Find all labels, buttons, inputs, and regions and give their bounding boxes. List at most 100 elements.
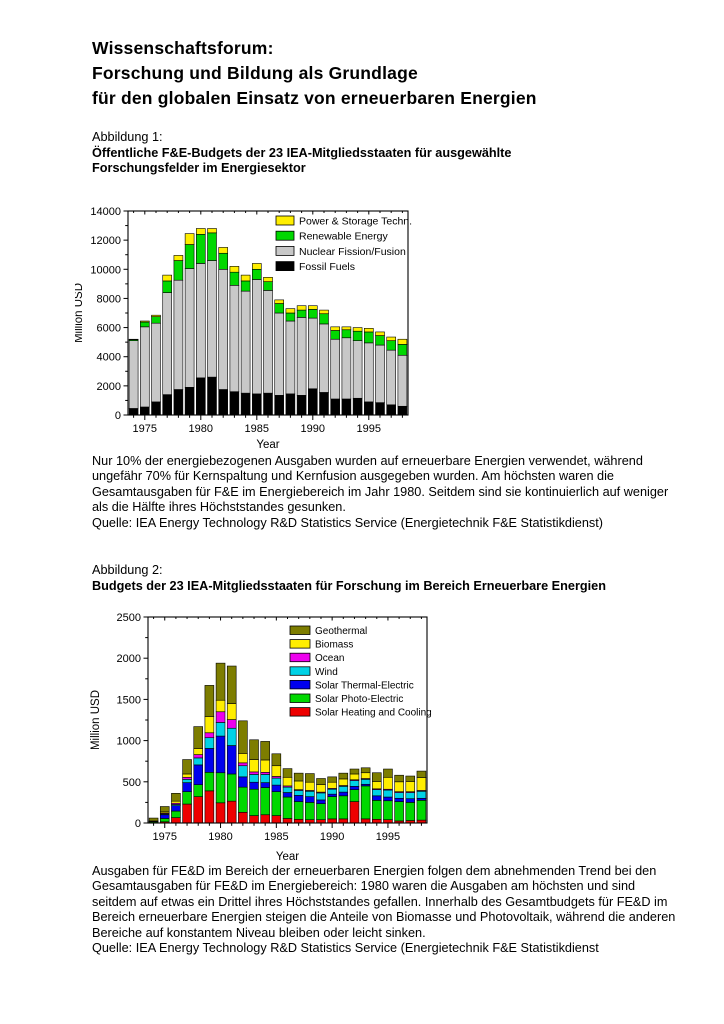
bar-segment [171, 805, 181, 812]
bar-segment [204, 748, 215, 773]
figure1-source: Quelle: IEA Energy Technology R&D Statis… [92, 515, 604, 530]
y-tick-label: 1000 [117, 736, 141, 748]
x-tick-label: 1990 [301, 423, 325, 435]
bar-segment [274, 303, 284, 314]
bar-segment [372, 781, 382, 790]
bar-segment [204, 790, 215, 824]
bar-segment [341, 398, 352, 416]
y-tick-label: 2500 [117, 612, 141, 624]
bar-segment [271, 777, 282, 786]
bar-segment [364, 328, 374, 333]
bar-segment [372, 800, 382, 820]
bar-segment [316, 784, 326, 793]
bar-segment [249, 774, 259, 783]
y-tick-label: 1500 [117, 694, 141, 706]
bar-segment [330, 338, 340, 400]
bar-segment [416, 790, 427, 799]
bar-segment [330, 330, 340, 340]
bar-segment [352, 327, 363, 332]
bar-segment [364, 342, 374, 403]
bar-segment [352, 340, 363, 399]
bar-segment [349, 768, 360, 775]
bar-segment [308, 309, 318, 319]
bars [128, 228, 408, 416]
bar-segment [162, 280, 172, 293]
legend-label: Biomass [315, 640, 353, 651]
y-axis: 0 500 1000 1500 2000 2500 [117, 612, 148, 830]
bar-segment [375, 331, 385, 336]
figure2-description: Ausgaben für FE&D im Bereich der erneuer… [92, 864, 676, 956]
legend-label: Solar Thermal-Electric [315, 680, 414, 691]
bar-segment [296, 317, 307, 396]
bar-segment [204, 685, 215, 717]
bar-segment [274, 395, 284, 416]
bar-segment [249, 759, 259, 773]
bar-segment [271, 784, 282, 792]
bar-segment [171, 817, 181, 824]
legend-label: Power & Storage Techn. [299, 216, 412, 228]
bar-segment [405, 802, 416, 821]
bar-segment [218, 268, 228, 390]
bar-segment [173, 389, 184, 416]
bar-segment [372, 772, 382, 782]
figure1-description: Nur 10% der energiebezogenen Ausgaben wu… [92, 454, 676, 531]
legend-label: Solar Heating and Cooling [315, 708, 432, 719]
bar-segment [260, 772, 270, 775]
bar-segment [226, 727, 237, 746]
bar-segment [263, 392, 273, 416]
bar-segment [296, 309, 307, 318]
bar-segment [282, 776, 293, 787]
bar-segment [252, 263, 262, 270]
bar-segment [238, 762, 248, 767]
bar-segment [140, 326, 150, 408]
bar-segment [229, 285, 240, 392]
bar-segment [215, 711, 226, 723]
bar-segment [308, 388, 318, 416]
bar-segment [151, 316, 161, 324]
bar-segment [226, 745, 237, 775]
x-tick-label: 1985 [264, 831, 288, 843]
bar-segment [204, 737, 215, 749]
bar-segment [240, 392, 251, 416]
bar-segment [397, 405, 408, 416]
bar-segment [305, 796, 315, 803]
bar-segment [171, 793, 181, 802]
bar-segment [386, 340, 396, 351]
bar-segment [249, 815, 259, 824]
bar-segment [383, 768, 393, 778]
bar-segment [193, 796, 203, 824]
y-tick-label: 14000 [90, 206, 121, 218]
bar-segment [162, 292, 172, 395]
legend-swatch [289, 693, 311, 703]
bar-segment [182, 782, 192, 792]
figure2-caption: Abbildung 2: Budgets der 23 IEA-Mitglied… [92, 563, 606, 594]
y-tick-label: 4000 [97, 352, 121, 364]
bar-segment [372, 789, 382, 797]
bar-segment [274, 299, 284, 304]
bar-segment [238, 765, 248, 778]
bar-segment [386, 349, 396, 406]
legend-swatch [289, 639, 311, 649]
bar-segment [327, 781, 337, 789]
bar-segment [173, 255, 184, 261]
bar-segment [151, 322, 161, 403]
bar-segment [159, 814, 170, 819]
bar-segment [207, 376, 217, 416]
bar-segment [293, 780, 304, 790]
x-tick-label: 1990 [320, 831, 344, 843]
bar-segment [405, 792, 416, 799]
figure1-body-text: Nur 10% der energiebezogenen Ausgaben wu… [92, 454, 669, 515]
bar-segment [341, 329, 352, 339]
bar-segment [319, 323, 329, 393]
bar-segment [394, 774, 404, 783]
bar-segment [375, 402, 385, 416]
bar-segment [207, 232, 217, 261]
bar-segment [341, 326, 352, 331]
bar-segment [349, 786, 360, 790]
bar-segment [416, 797, 427, 801]
bar-segment [159, 806, 170, 813]
bar-segment [319, 309, 329, 315]
bar-segment [316, 799, 326, 804]
bar-segment [226, 773, 237, 802]
